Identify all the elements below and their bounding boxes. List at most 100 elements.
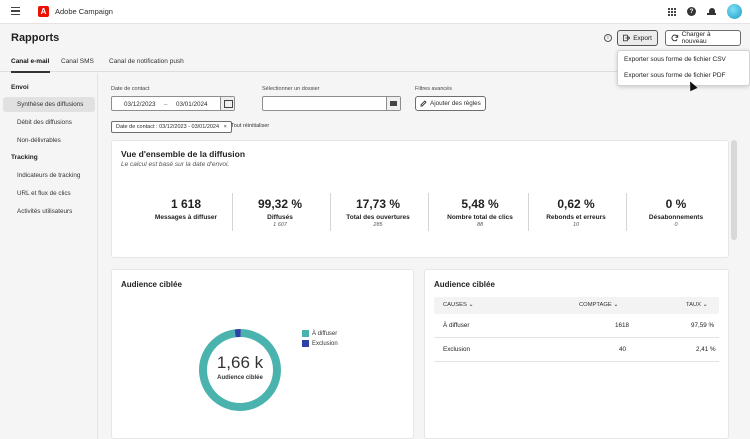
add-rules-button[interactable]: Ajouter des règles bbox=[415, 96, 486, 111]
app-title: Adobe Campaign bbox=[55, 7, 113, 16]
sidebar-item-debit[interactable]: Débit des diffusions bbox=[17, 119, 72, 126]
donut-svg bbox=[199, 329, 281, 411]
kpi-messages: 1 618 Messages à diffuser bbox=[139, 197, 233, 222]
export-menu: Exporter sous forme de fichier CSV Expor… bbox=[617, 50, 750, 86]
overview-card: Vue d'ensemble de la diffusion Le calcul… bbox=[111, 140, 729, 258]
column-header-taux[interactable]: TAUX ⌄ bbox=[686, 302, 708, 308]
audience-donut-chart: 1,66 k Audience ciblée bbox=[198, 328, 282, 412]
page-header: Rapports bbox=[0, 24, 750, 51]
donut-slice-a-diffuser[interactable] bbox=[199, 329, 281, 411]
overview-title: Vue d'ensemble de la diffusion bbox=[121, 149, 246, 159]
donut-center-value: 1,66 k bbox=[216, 353, 264, 372]
date-end[interactable]: 03/01/2024 bbox=[176, 100, 208, 108]
tab-push[interactable]: Canal de notification push bbox=[109, 58, 184, 65]
kpi-sub: 285 bbox=[373, 222, 383, 228]
sidebar-item-activites[interactable]: Activités utilisateurs bbox=[17, 208, 73, 215]
kpi-divider bbox=[528, 193, 529, 231]
audience-table-card: Audience ciblée CAUSES ⌄ COMPTAGE ⌄ TAUX… bbox=[424, 269, 729, 439]
menu-icon[interactable] bbox=[11, 7, 20, 16]
folder-select-input[interactable] bbox=[262, 96, 401, 111]
chip-close-icon[interactable]: × bbox=[223, 124, 227, 130]
chevron-down-icon: ⌄ bbox=[613, 302, 619, 308]
active-tab-indicator bbox=[11, 71, 50, 73]
calendar-icon[interactable] bbox=[220, 97, 234, 110]
notification-bell-icon[interactable] bbox=[707, 7, 716, 16]
menu-item-export-csv[interactable]: Exporter sous forme de fichier CSV bbox=[624, 56, 726, 63]
kpi-ouvertures: 17,73 % Total des ouvertures 285 bbox=[331, 197, 425, 228]
page-title: Rapports bbox=[11, 32, 60, 44]
cell-cause: Exclusion bbox=[443, 346, 470, 353]
kpi-value: 99,32 % bbox=[257, 197, 303, 211]
export-icon bbox=[623, 34, 631, 42]
sidebar-item-non-delivrables[interactable]: Non-délivrables bbox=[17, 137, 61, 144]
table-row: Exclusion 40 2,41 % bbox=[434, 338, 719, 362]
chevron-down-icon: ⌄ bbox=[468, 302, 474, 308]
table-row: À diffuser 1618 97,59 % bbox=[434, 314, 719, 338]
cell-rate: 97,59 % bbox=[691, 322, 715, 329]
legend-label: À diffuser bbox=[312, 330, 338, 337]
legend-item-a-diffuser[interactable]: À diffuser bbox=[302, 330, 338, 337]
menu-item-export-pdf[interactable]: Exporter sous forme de fichier PDF bbox=[624, 72, 726, 79]
page-scrollbar[interactable] bbox=[731, 140, 737, 240]
sidebar-section-tracking: Tracking bbox=[11, 154, 38, 161]
legend-label: Exclusion bbox=[312, 340, 338, 347]
sidebar-item-indicateurs[interactable]: Indicateurs de tracking bbox=[17, 172, 81, 179]
adobe-logo: A bbox=[38, 6, 49, 17]
cell-cause: À diffuser bbox=[443, 322, 470, 329]
date-separator: – bbox=[164, 100, 168, 108]
date-filter-chip[interactable]: Date de contact : 03/12/2023 - 03/01/202… bbox=[111, 121, 232, 133]
kpi-divider bbox=[330, 193, 331, 231]
date-filter-label: Date de contact bbox=[111, 86, 150, 92]
table-header: CAUSES ⌄ COMPTAGE ⌄ TAUX ⌄ bbox=[434, 297, 719, 314]
sidebar: Envoi Synthèse des diffusions Débit des … bbox=[0, 73, 98, 439]
cell-count: 40 bbox=[619, 346, 627, 353]
sidebar-item-synthese[interactable]: Synthèse des diffusions bbox=[3, 97, 95, 112]
top-icons: ? bbox=[668, 4, 742, 19]
apps-grid-icon[interactable] bbox=[668, 7, 676, 16]
kpi-value: 1 618 bbox=[170, 197, 202, 211]
refresh-label: Charger à nouveau bbox=[681, 31, 711, 45]
kpi-label: Messages à diffuser bbox=[154, 214, 218, 221]
kpi-value: 5,48 % bbox=[461, 197, 499, 211]
date-range-picker[interactable]: 03/12/2023 – 03/01/2024 bbox=[111, 96, 235, 111]
kpi-sub: 0 bbox=[674, 222, 678, 228]
kpi-diffuses: 99,32 % Diffusés 1 607 bbox=[233, 197, 327, 228]
sidebar-item-url-flux[interactable]: URL et flux de clics bbox=[17, 190, 71, 197]
cell-rate: 2,41 % bbox=[696, 346, 716, 353]
folder-label: Sélectionner un dossier bbox=[262, 86, 320, 92]
reset-all-link[interactable]: Tout réinitialiser bbox=[231, 123, 270, 129]
donut-center-label: Audience ciblée bbox=[217, 375, 263, 381]
advanced-filters-label: Filtres avancés bbox=[415, 86, 452, 92]
chip-label: Date de contact : 03/12/2023 - 03/01/202… bbox=[116, 124, 220, 130]
column-header-comptage[interactable]: COMPTAGE ⌄ bbox=[579, 302, 619, 308]
kpi-label: Diffusés bbox=[267, 214, 293, 221]
export-button[interactable]: Export bbox=[617, 30, 658, 46]
filters-bar: Date de contact 03/12/2023 – 03/01/2024 … bbox=[111, 86, 731, 136]
audience-chart-title: Audience ciblée bbox=[121, 280, 182, 289]
kpi-rebonds: 0,62 % Rebonds et erreurs 10 bbox=[529, 197, 623, 228]
kpi-sub: 10 bbox=[572, 222, 580, 228]
kpi-label: Rebonds et erreurs bbox=[546, 214, 606, 221]
legend-swatch bbox=[302, 330, 309, 337]
kpi-desabonnements: 0 % Désabonnements 0 bbox=[629, 197, 723, 228]
kpi-value: 0,62 % bbox=[557, 197, 595, 211]
tab-sms[interactable]: Canal SMS bbox=[61, 58, 94, 65]
cell-count: 1618 bbox=[615, 322, 630, 329]
help-icon[interactable]: ? bbox=[687, 7, 696, 16]
pencil-icon bbox=[420, 100, 427, 107]
folder-icon[interactable] bbox=[386, 97, 400, 110]
column-header-causes[interactable]: CAUSES ⌄ bbox=[443, 302, 474, 308]
legend-swatch bbox=[302, 340, 309, 347]
chevron-down-icon: ⌄ bbox=[702, 302, 708, 308]
date-start[interactable]: 03/12/2023 bbox=[124, 100, 156, 108]
top-bar: A Adobe Campaign ? bbox=[0, 0, 750, 24]
tab-email[interactable]: Canal e-mail bbox=[11, 58, 50, 65]
info-icon[interactable]: i bbox=[604, 34, 612, 42]
overview-subtitle: Le calcul est basé sur la date d'envoi. bbox=[121, 161, 230, 168]
kpi-label: Nombre total de clics bbox=[447, 214, 513, 221]
legend-item-exclusion[interactable]: Exclusion bbox=[302, 340, 338, 347]
export-label: Export bbox=[633, 34, 652, 42]
avatar[interactable] bbox=[727, 4, 742, 19]
kpi-divider bbox=[232, 193, 233, 231]
refresh-button[interactable]: Charger à nouveau bbox=[665, 30, 741, 46]
